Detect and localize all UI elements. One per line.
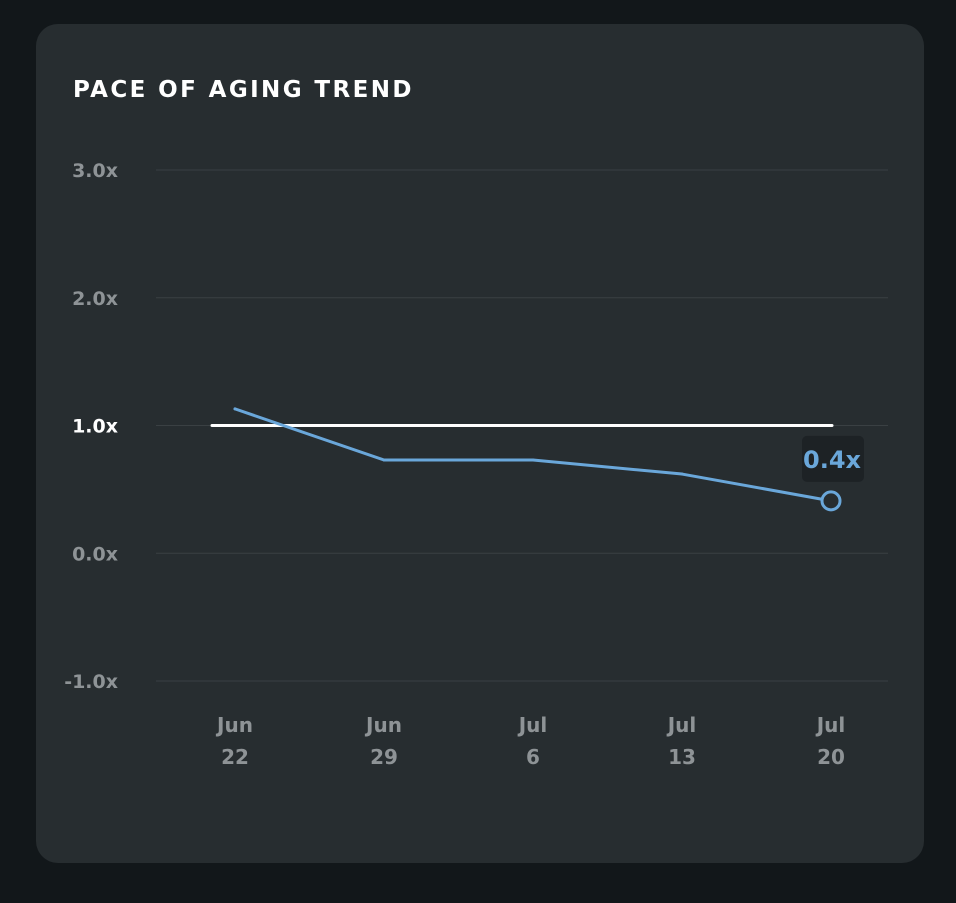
data-point [680, 472, 684, 476]
x-axis-ticks: Jun 22 Jun 29 Jul 6 Jul 13 Jul 20 [215, 713, 845, 769]
x-tick-day: 20 [817, 745, 845, 769]
x-tick-day: 6 [526, 745, 540, 769]
y-tick-label: 2.0x [72, 288, 118, 310]
data-point [233, 407, 237, 411]
x-tick-month: Jun [215, 713, 253, 737]
series-layer [233, 407, 833, 503]
x-tick-day: 29 [370, 745, 398, 769]
y-axis-ticks: -1.0x 0.0x 1.0x 2.0x 3.0x [64, 160, 118, 693]
x-tick-month: Jul [517, 713, 548, 737]
callout-layer: 0.4x [802, 435, 864, 512]
card-title: PACE OF AGING TREND [73, 77, 414, 103]
x-tick-month: Jun [364, 713, 402, 737]
latest-data-point[interactable] [820, 490, 842, 512]
y-tick-label: 0.0x [72, 543, 118, 565]
pace-of-aging-card: PACE OF AGING TREND -1.0x 0.0x 1.0x 2.0x 3.0… [36, 24, 924, 863]
data-point [382, 458, 386, 462]
value-callout-box [802, 435, 864, 482]
value-callout-label: 0.4x [803, 446, 862, 474]
x-tick-month: Jul [815, 713, 846, 737]
y-tick-label: 3.0x [72, 160, 118, 182]
y-tick-label: -1.0x [64, 671, 118, 693]
pace-of-aging-chart: -1.0x 0.0x 1.0x 2.0x 3.0x Jun 22 Jun 29 Jul 6 Jul 1… [64, 160, 888, 769]
series-line [233, 407, 833, 503]
x-tick-day: 13 [668, 745, 696, 769]
x-tick-month: Jul [666, 713, 697, 737]
y-tick-label: 1.0x [72, 416, 118, 438]
data-point [531, 458, 535, 462]
x-tick-day: 22 [221, 745, 249, 769]
